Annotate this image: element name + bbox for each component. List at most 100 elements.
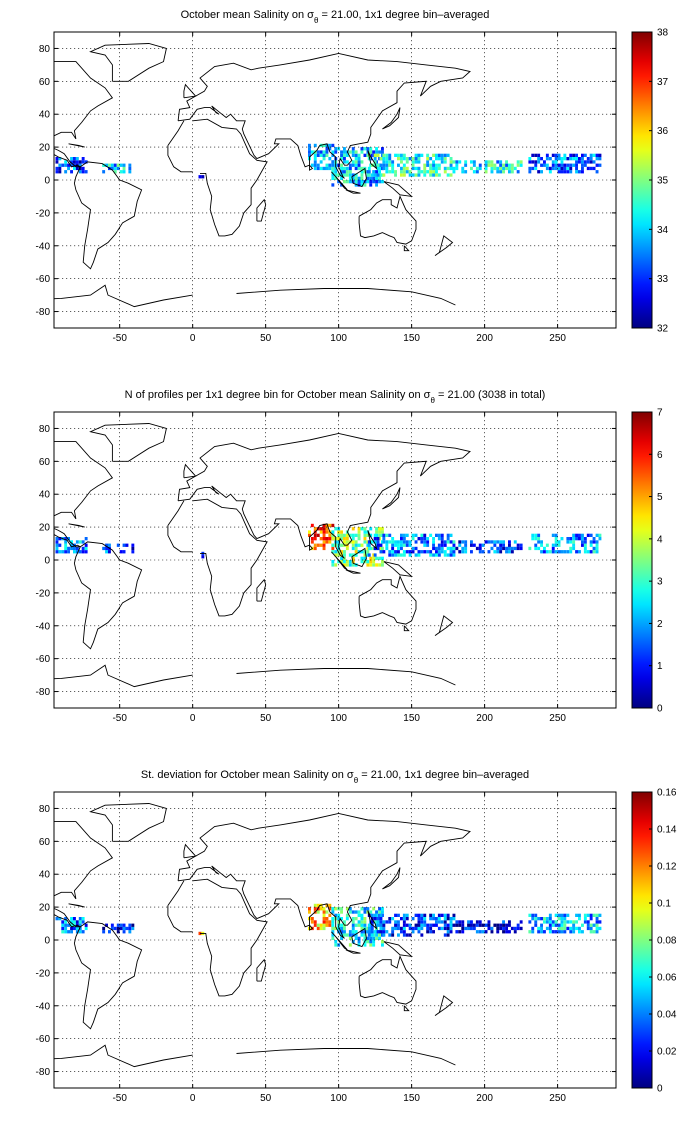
data-cell — [414, 540, 418, 544]
data-cell — [595, 157, 599, 161]
data-cell — [325, 903, 329, 908]
data-cell — [58, 163, 62, 167]
data-cell — [534, 160, 538, 164]
data-cell — [376, 920, 380, 924]
data-cell — [452, 166, 456, 171]
data-cell — [531, 160, 535, 164]
data-cell — [589, 930, 593, 934]
coastline — [358, 195, 417, 245]
coastline — [403, 625, 410, 632]
x-tick-label: 200 — [476, 713, 493, 724]
data-cell — [402, 163, 406, 167]
data-cell — [370, 920, 374, 924]
data-cell — [366, 563, 370, 567]
data-cell — [502, 546, 505, 551]
data-cell — [354, 923, 358, 927]
data-cell — [128, 930, 132, 934]
data-cell — [378, 910, 381, 914]
data-cell — [84, 170, 88, 174]
data-cell — [458, 550, 462, 554]
data-cell — [351, 150, 355, 154]
data-cell — [373, 913, 377, 917]
data-cell — [381, 910, 384, 914]
data-cell — [461, 166, 465, 171]
data-cell — [540, 550, 543, 554]
data-cell — [363, 530, 367, 534]
coastline — [358, 955, 417, 1005]
data-cell — [569, 163, 573, 167]
x-tick-label: 0 — [190, 333, 196, 344]
data-cell — [105, 546, 108, 551]
data-cell — [554, 160, 558, 164]
data-cell — [572, 930, 576, 934]
colorbar-tick-label: 1 — [657, 661, 663, 672]
data-cell — [446, 166, 450, 171]
y-tick-label: -20 — [36, 208, 51, 219]
data-cell — [414, 546, 418, 551]
data-cell — [508, 550, 511, 554]
data-cell — [581, 170, 584, 174]
data-cell — [581, 540, 584, 544]
data-cell — [464, 170, 468, 174]
data-cell — [122, 543, 126, 547]
data-cell — [586, 160, 590, 164]
data-cell — [391, 163, 395, 167]
data-cell — [408, 157, 412, 161]
data-cell — [548, 170, 552, 174]
data-cell — [381, 560, 384, 564]
data-cell — [554, 540, 558, 544]
data-cell — [378, 533, 381, 537]
coastline — [256, 198, 267, 222]
data-cell — [122, 166, 126, 171]
data-cell — [322, 523, 326, 528]
data-cell — [472, 160, 476, 164]
data-cell — [331, 933, 335, 937]
data-cell — [343, 533, 346, 537]
data-cell — [563, 917, 567, 921]
data-cell — [405, 550, 409, 554]
data-cell — [379, 543, 383, 547]
data-cell — [487, 550, 491, 554]
data-cell — [440, 550, 444, 554]
data-cell — [581, 923, 584, 927]
data-cell — [420, 550, 424, 554]
data-cell — [348, 563, 352, 567]
data-cell — [348, 166, 352, 171]
data-cell — [84, 550, 88, 554]
data-cell — [379, 930, 383, 934]
data-cell — [131, 923, 135, 927]
data-cell — [414, 926, 418, 931]
data-cell — [575, 163, 578, 167]
data-cell — [420, 533, 424, 537]
coastline — [383, 181, 414, 198]
data-cell — [382, 157, 386, 161]
data-cell — [490, 540, 494, 544]
data-cell — [554, 930, 558, 934]
data-cell — [557, 163, 561, 167]
data-cell — [554, 163, 558, 167]
data-cell — [443, 540, 447, 544]
data-cell — [429, 550, 433, 554]
data-cell — [354, 150, 358, 154]
data-cell — [322, 153, 326, 157]
data-cell — [394, 913, 397, 917]
data-cell — [595, 913, 599, 917]
coastline — [89, 803, 167, 842]
data-cell — [405, 157, 409, 161]
data-cell — [122, 550, 126, 554]
data-cell — [357, 183, 361, 187]
data-cell — [531, 926, 535, 931]
data-cell — [316, 543, 320, 547]
data-cell — [322, 923, 326, 927]
data-cell — [417, 553, 421, 557]
data-cell — [322, 907, 326, 911]
data-cell — [557, 170, 561, 174]
data-cell — [578, 913, 581, 917]
data-cell — [432, 166, 435, 171]
data-cell — [375, 910, 378, 914]
data-cell — [84, 160, 88, 164]
grid — [54, 412, 616, 708]
data-cell — [595, 170, 599, 174]
data-cell — [372, 560, 376, 564]
grid — [54, 792, 616, 1088]
